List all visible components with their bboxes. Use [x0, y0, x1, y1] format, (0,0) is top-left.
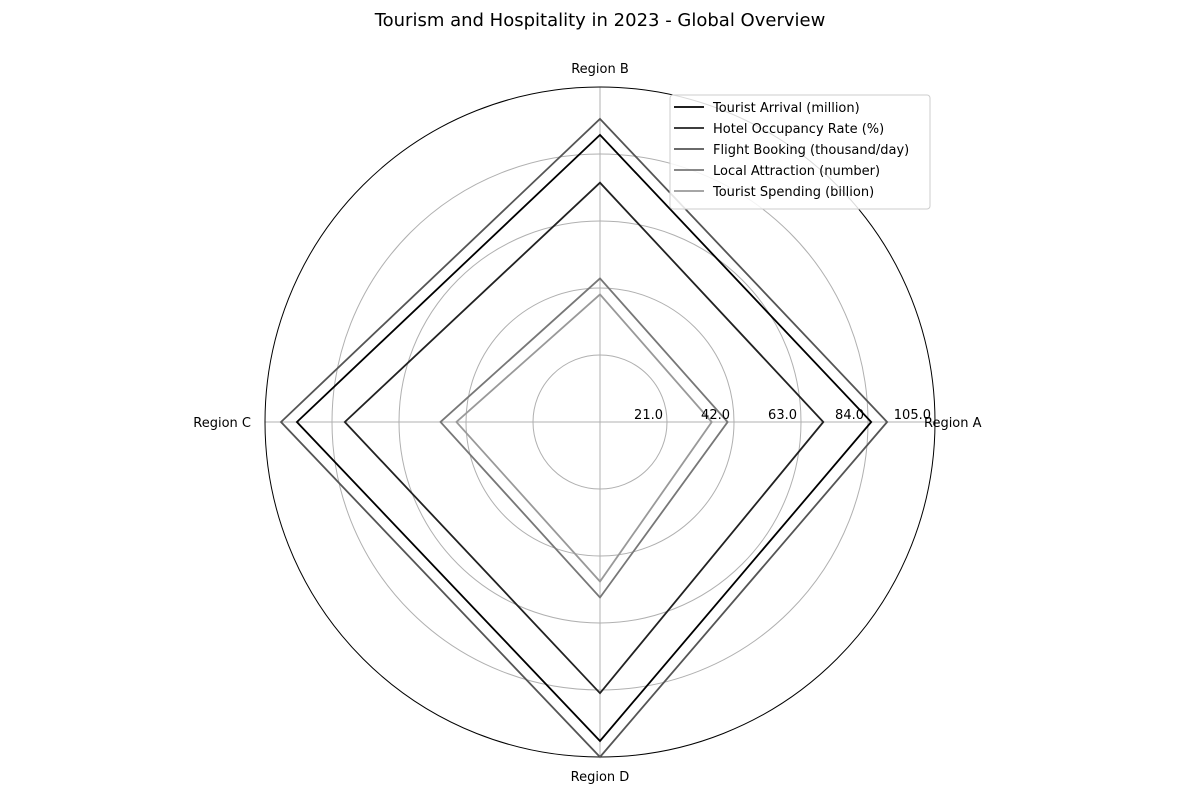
series-polygon: [279, 117, 889, 759]
radial-tick-label: 105.0: [894, 408, 931, 423]
category-label: Region B: [571, 62, 629, 77]
legend-label: Tourist Spending (billion): [712, 185, 874, 200]
radial-tick-label: 84.0: [835, 408, 864, 423]
category-label: Region C: [193, 416, 251, 431]
series-polygon: [455, 293, 713, 583]
legend-box: [669, 94, 931, 210]
legend-label: Tourist Arrival (million): [712, 101, 860, 116]
grid-layer: [264, 86, 936, 758]
legend-label: Hotel Occupancy Rate (%): [713, 122, 884, 137]
legend-label: Local Attraction (number): [713, 164, 880, 179]
chart-title: Tourism and Hospitality in 2023 - Global…: [374, 10, 826, 31]
category-label: Region D: [571, 770, 630, 785]
radial-tick-label: 42.0: [701, 408, 730, 423]
series-polygon: [295, 133, 873, 743]
series-layer: [279, 117, 889, 759]
series-polygon: [439, 277, 729, 599]
legend: Tourist Arrival (million) Hotel Occupancy…: [669, 94, 931, 210]
series-polygon: [343, 181, 825, 695]
radial-tick-label: 63.0: [768, 408, 797, 423]
radial-tick-label: 21.0: [634, 408, 663, 423]
legend-label: Flight Booking (thousand/day): [713, 143, 909, 158]
category-label: Region A: [924, 416, 982, 431]
